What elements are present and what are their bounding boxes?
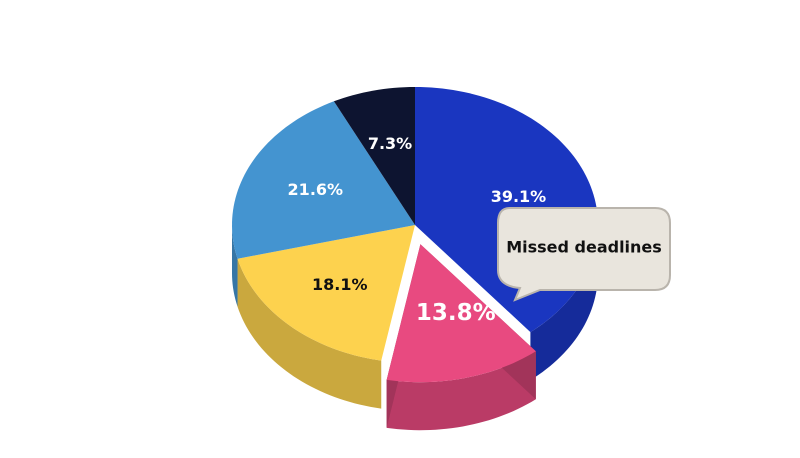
slice: [333, 87, 415, 225]
slice-side: [386, 351, 536, 431]
value-label: 39.1%: [491, 187, 547, 206]
callout: Missed deadlines: [497, 207, 671, 302]
slice: [232, 101, 415, 259]
callout-box: [497, 207, 671, 302]
slice-side: [237, 258, 382, 409]
slice-side: [232, 225, 238, 307]
slice: [237, 225, 415, 361]
slice: [386, 244, 536, 383]
callout-label: Missed deadlines: [506, 238, 662, 257]
value-label: 13.8%: [416, 300, 496, 326]
slice-side: [530, 225, 598, 381]
value-label: 18.1%: [312, 275, 368, 294]
value-label: 21.6%: [288, 180, 344, 199]
value-label: 7.3%: [368, 134, 412, 153]
